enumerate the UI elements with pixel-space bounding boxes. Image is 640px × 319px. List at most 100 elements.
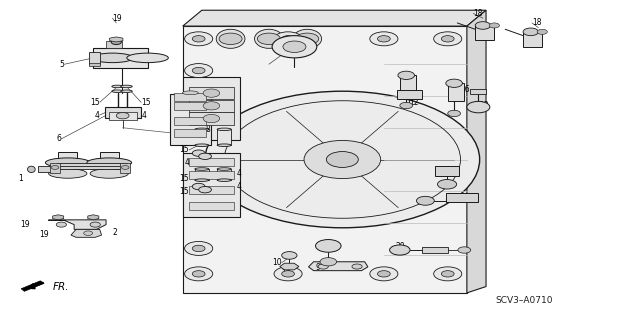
Circle shape — [274, 267, 302, 281]
Bar — [174, 93, 206, 101]
Text: 15: 15 — [179, 174, 189, 183]
Circle shape — [56, 222, 67, 227]
Circle shape — [283, 41, 306, 52]
Bar — [182, 153, 240, 217]
Text: 1: 1 — [19, 174, 23, 183]
Text: 20: 20 — [396, 242, 405, 251]
Text: 6: 6 — [56, 134, 61, 143]
Circle shape — [198, 153, 211, 160]
Text: 2: 2 — [113, 228, 117, 237]
Ellipse shape — [45, 158, 90, 167]
Circle shape — [192, 245, 205, 252]
Circle shape — [257, 33, 280, 45]
Bar — [195, 169, 209, 180]
Bar — [475, 25, 494, 41]
Circle shape — [318, 264, 328, 269]
Bar — [50, 163, 60, 173]
Text: 10: 10 — [272, 258, 282, 267]
Bar — [217, 169, 231, 180]
Bar — [189, 158, 234, 166]
Bar — [182, 77, 240, 140]
Text: 19: 19 — [39, 230, 49, 239]
Text: 15: 15 — [141, 98, 151, 107]
Bar — [100, 152, 119, 174]
Circle shape — [296, 33, 319, 45]
Bar — [523, 32, 542, 47]
Circle shape — [203, 115, 220, 123]
Circle shape — [84, 231, 93, 235]
Circle shape — [192, 67, 205, 74]
Polygon shape — [308, 262, 368, 271]
Circle shape — [184, 63, 212, 78]
Text: 18: 18 — [532, 19, 541, 27]
Bar — [189, 100, 234, 112]
Text: 7: 7 — [58, 163, 63, 172]
Bar — [57, 165, 127, 169]
Circle shape — [467, 101, 490, 113]
Circle shape — [116, 113, 129, 119]
Text: 9: 9 — [315, 263, 320, 272]
Ellipse shape — [92, 53, 133, 63]
Bar — [170, 94, 211, 145]
Bar — [38, 167, 54, 172]
Bar — [422, 247, 448, 253]
Ellipse shape — [195, 144, 209, 146]
Text: 18: 18 — [473, 9, 483, 18]
Ellipse shape — [90, 169, 129, 178]
Circle shape — [192, 150, 205, 156]
Circle shape — [111, 40, 122, 45]
Ellipse shape — [293, 29, 321, 48]
Ellipse shape — [195, 128, 209, 130]
Circle shape — [192, 271, 205, 277]
Circle shape — [282, 252, 297, 259]
Text: 16: 16 — [461, 85, 470, 94]
Circle shape — [282, 36, 294, 42]
Bar — [189, 87, 234, 99]
Circle shape — [400, 102, 413, 109]
Polygon shape — [182, 26, 467, 293]
Text: 15: 15 — [179, 145, 189, 154]
Polygon shape — [467, 10, 486, 293]
Circle shape — [458, 247, 470, 253]
Circle shape — [326, 152, 358, 167]
Text: 4: 4 — [237, 182, 242, 191]
Circle shape — [442, 36, 454, 42]
Text: 15: 15 — [90, 98, 100, 107]
Polygon shape — [280, 263, 299, 270]
Circle shape — [417, 196, 435, 205]
Circle shape — [51, 166, 59, 169]
Text: 8: 8 — [205, 125, 210, 134]
Circle shape — [489, 23, 499, 28]
Circle shape — [378, 36, 390, 42]
Circle shape — [390, 245, 410, 255]
Bar — [174, 129, 206, 137]
Circle shape — [370, 32, 398, 46]
Circle shape — [316, 240, 341, 252]
Circle shape — [192, 36, 205, 42]
Circle shape — [434, 267, 462, 281]
Ellipse shape — [217, 144, 231, 146]
Text: 19: 19 — [20, 220, 29, 229]
Circle shape — [523, 28, 538, 36]
Circle shape — [475, 22, 490, 29]
Bar — [217, 129, 231, 145]
Text: 12: 12 — [410, 98, 419, 107]
Circle shape — [203, 102, 220, 110]
Circle shape — [537, 29, 547, 34]
Text: 4: 4 — [141, 111, 146, 120]
Text: FR.: FR. — [53, 282, 70, 292]
Circle shape — [378, 271, 390, 277]
Circle shape — [442, 271, 454, 277]
Circle shape — [192, 183, 205, 190]
Circle shape — [446, 79, 463, 87]
Ellipse shape — [195, 168, 209, 170]
Ellipse shape — [182, 91, 198, 95]
Bar — [189, 202, 234, 210]
Text: 14: 14 — [445, 168, 454, 177]
Polygon shape — [71, 229, 102, 237]
Circle shape — [434, 32, 462, 46]
Ellipse shape — [217, 168, 231, 170]
Circle shape — [219, 33, 242, 45]
Text: 11: 11 — [448, 193, 457, 202]
Bar — [448, 83, 464, 101]
